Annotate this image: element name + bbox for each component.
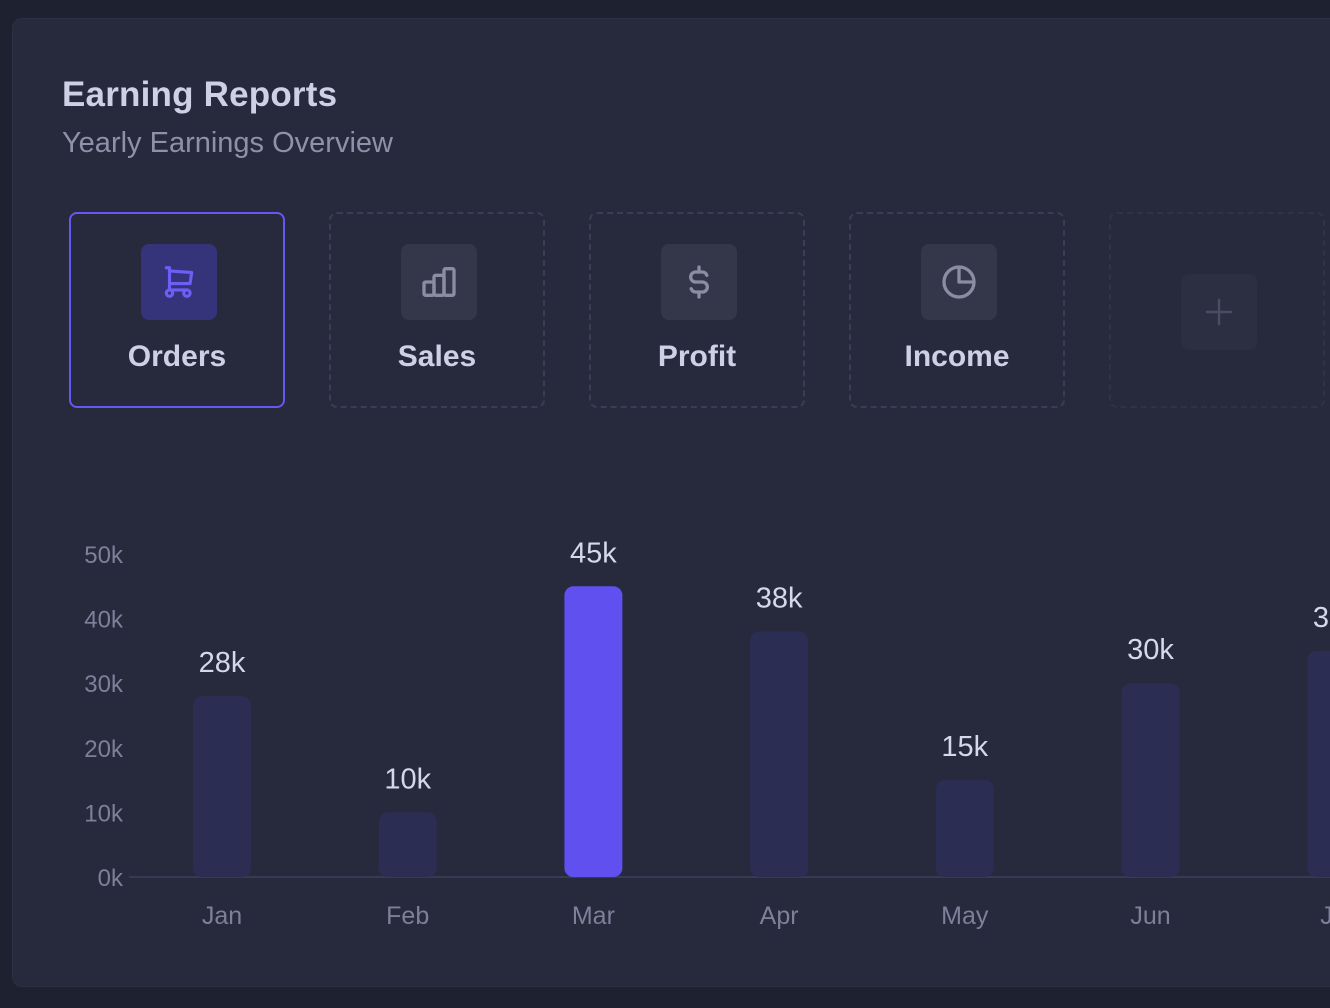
data-label: 15k	[941, 731, 988, 763]
x-tick-label: May	[941, 902, 989, 930]
tab-profit[interactable]: Profit	[589, 212, 805, 408]
bar-mar	[564, 586, 623, 877]
bar-chart-icon	[401, 244, 477, 320]
plus-icon	[1181, 274, 1257, 350]
data-label: 45k	[570, 537, 617, 569]
card-subtitle: Yearly Earnings Overview	[62, 127, 393, 159]
data-label: 28k	[199, 647, 246, 679]
pie-chart-icon	[921, 244, 997, 320]
earnings-bar-chart: 0k 10k 20k 30k 40k 50k 28k Jan 10k Feb 45k Mar 38k Ap…	[84, 537, 1330, 930]
bar-apr	[750, 631, 809, 877]
tab-orders[interactable]: Orders	[69, 212, 285, 408]
bar-feb	[378, 812, 437, 877]
y-tick-label: 0k	[98, 865, 124, 892]
tab-sales[interactable]: Sales	[329, 212, 545, 408]
tab-profit-label: Profit	[657, 340, 737, 373]
data-label: 30k	[1127, 634, 1174, 666]
data-label: 10k	[384, 763, 431, 795]
bar-jan	[193, 696, 251, 877]
tab-income-label: Income	[904, 340, 1010, 373]
dollar-icon	[661, 244, 737, 320]
x-tick-label: Jul	[1320, 902, 1330, 930]
add-tab-button[interactable]	[1109, 212, 1325, 408]
y-tick-label: 30k	[84, 671, 124, 698]
x-tick-label: Apr	[760, 902, 799, 930]
bar-jun	[1121, 683, 1180, 877]
tab-orders-label: Orders	[127, 340, 227, 373]
x-tick-label: Feb	[386, 902, 429, 930]
tab-sales-label: Sales	[397, 340, 477, 373]
x-tick-label: Jun	[1130, 902, 1170, 930]
bar-jul	[1307, 650, 1330, 877]
x-tick-label: Mar	[572, 902, 615, 930]
y-tick-label: 50k	[84, 542, 124, 569]
x-tick-label: Jan	[202, 902, 242, 930]
data-label: 35k	[1313, 602, 1330, 634]
bar-may	[935, 780, 994, 877]
cart-icon	[141, 244, 217, 320]
data-label: 38k	[756, 583, 803, 615]
card-title: Earning Reports	[62, 75, 338, 114]
y-tick-label: 10k	[84, 800, 124, 827]
earning-reports-card: Earning Reports Yearly Earnings Overview…	[12, 18, 1330, 987]
tab-income[interactable]: Income	[849, 212, 1065, 408]
y-tick-label: 40k	[84, 607, 124, 634]
y-tick-label: 20k	[84, 736, 124, 763]
